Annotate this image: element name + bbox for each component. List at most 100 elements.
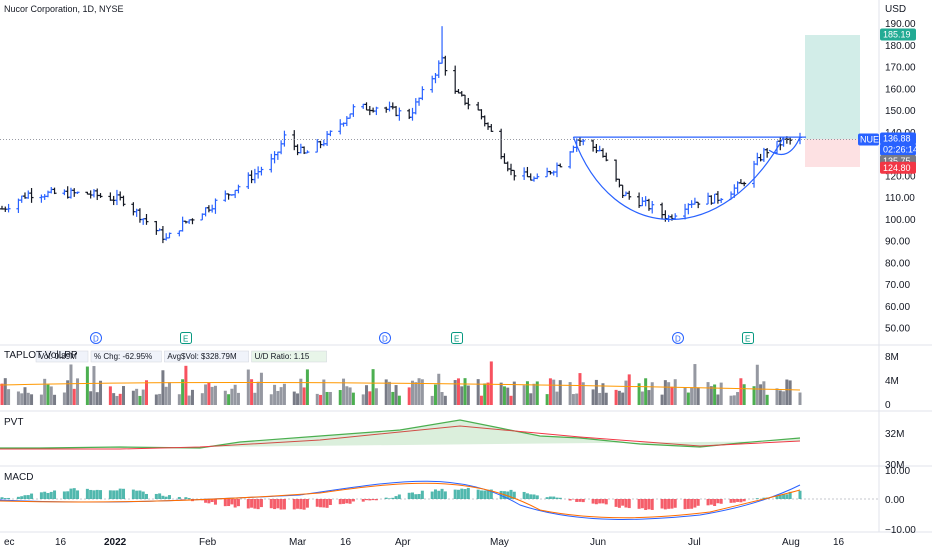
macd-histogram-bar [259,499,263,508]
time-tick-label: ec [4,537,15,548]
volume-bar [463,378,467,405]
time-tick-label: 2022 [104,537,127,548]
event-marker: E [742,332,754,344]
macd-pane[interactable]: 10.00 0.00 −10.00 [0,466,916,536]
macd-histogram-bar [49,491,53,499]
volume-bar [276,390,280,405]
macd-histogram-bar [338,499,342,505]
pvt-fill [0,420,800,449]
volume-avg-line [0,382,801,391]
volume-bar [575,393,579,405]
macd-histogram-bar [374,499,378,501]
time-tick-label: Feb [199,537,217,548]
macd-histogram-bar [683,499,687,510]
macd-histogram-bar [112,490,116,499]
pvt-pane[interactable]: 32M 30M [0,419,904,471]
volume-bar [135,388,139,405]
volume-bar [43,378,47,405]
macd-signal-line [0,482,801,519]
macd-histogram-bar [690,499,694,509]
price-tick-label: 50.00 [885,324,910,335]
macd-histogram-bar [227,499,231,507]
macd-histogram-bar [617,499,621,508]
volume-bar [181,379,185,405]
cup-curve [572,136,785,220]
macd-histogram-bar [328,499,332,506]
macd-pane-label: MACD [4,472,33,483]
pvt-tick-label: 30M [885,460,904,471]
macd-histogram-bar [69,488,73,499]
volume-bar [778,390,782,405]
macd-histogram-bar [26,495,30,499]
volume-bar [640,391,644,405]
macd-histogram-bar [269,499,273,509]
macd-histogram-bar [640,499,644,509]
macd-histogram-bar [410,492,414,499]
volume-pane[interactable]: 8M 4M 0 Vol: 0.89M % Chg: -62.95% Avg$Vol: $3… [0,350,899,411]
volume-bar [644,378,648,405]
volume-bar [342,378,346,405]
macd-histogram-bar [30,493,34,499]
macd-histogram-bar [604,499,608,505]
profit-zone[interactable] [805,35,860,139]
volume-bar [460,386,464,405]
macd-histogram-bar [256,499,260,510]
earnings-icon [742,332,754,344]
macd-histogram-bar [53,490,57,499]
macd-histogram-bar [775,495,779,499]
macd-histogram-bar [230,499,234,505]
macd-histogram-bar [384,497,388,499]
volume-bar [604,392,608,405]
volume-bar [259,372,263,405]
macd-histogram-bar [276,499,280,509]
time-axis[interactable]: ec 16 2022 Feb Mar 16 Apr May Jun Jul Aug 16 [4,537,845,548]
macd-histogram-bar [348,499,352,504]
volume-bar [164,386,168,405]
macd-histogram-bar [591,499,595,504]
volume-bar [647,390,651,405]
volume-bar [177,394,181,405]
volume-bar [578,373,582,405]
macd-histogram-bar [489,489,493,499]
volume-bar [755,364,759,405]
pvt-line [0,419,801,449]
macd-histogram-bar [118,488,122,499]
time-tick-label: Aug [782,537,800,548]
macd-histogram-bar [601,499,605,504]
macd-histogram-bar [742,499,746,502]
loss-zone[interactable] [805,139,860,167]
volume-tick-label: 4M [885,376,899,387]
event-label: E [183,335,188,344]
macd-histogram-bar [433,489,437,499]
price-axis[interactable]: 190.00180.00170.00160.00150.00140.00130.… [885,19,916,335]
macd-histogram-bar [782,494,786,499]
macd-histogram-bar [506,491,510,499]
volume-bar [598,392,602,405]
volume-pane-label: TAPLOT VolLPP [4,350,78,361]
event-label: D [93,335,99,344]
macd-histogram-bar [76,490,80,499]
macd-histogram-bar [650,499,654,510]
volume-bar [742,384,746,405]
volume-bar [122,386,126,405]
macd-histogram-bar [719,499,723,504]
volume-bar [499,382,503,405]
volume-bar [752,386,756,405]
time-tick-label: 16 [55,537,67,548]
macd-histogram-bar [213,499,217,505]
price-tick-label: 90.00 [885,237,910,248]
macd-histogram-bar [20,496,24,499]
price-tick-label: 60.00 [885,302,910,313]
event-label: D [382,335,388,344]
event-label: E [745,335,750,344]
price-tick-label: 180.00 [885,41,916,52]
volume-bar [62,392,66,405]
volume-bar [525,381,529,405]
stop-price-tag: 124.80 [883,163,911,173]
macd-histogram-bar [483,490,487,499]
last-price-tag-bg [880,132,916,145]
macd-histogram-bar [460,488,464,499]
